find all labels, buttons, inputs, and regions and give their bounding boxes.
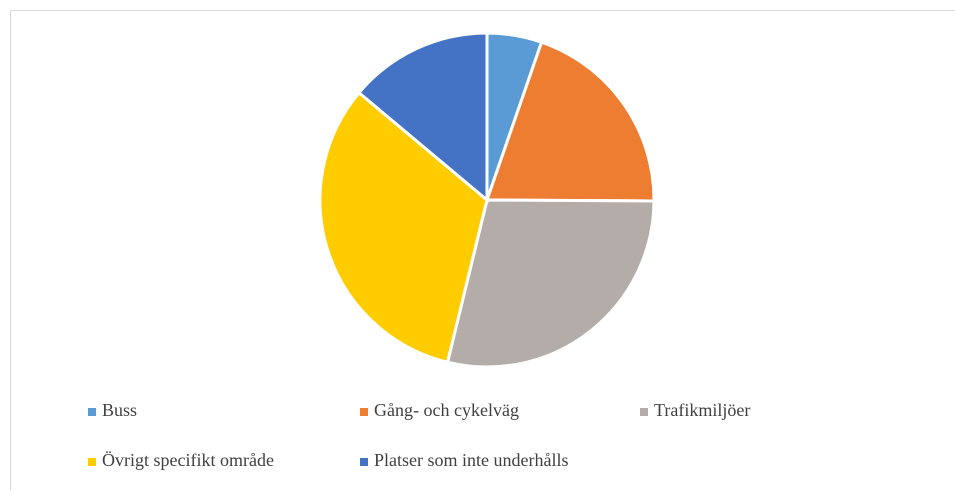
legend-label: Trafikmiljöer [654, 400, 750, 420]
legend-label: Gång- och cykelväg [374, 400, 519, 420]
legend-label: Platser som inte underhålls [374, 450, 568, 470]
legend-label: Övrigt specifikt område [102, 450, 274, 470]
legend-label: Buss [102, 400, 137, 420]
legend-swatch [360, 408, 368, 416]
legend-swatch [360, 458, 368, 466]
legend-swatch [640, 408, 648, 416]
legend-swatch [88, 408, 96, 416]
legend-swatch [88, 458, 96, 466]
